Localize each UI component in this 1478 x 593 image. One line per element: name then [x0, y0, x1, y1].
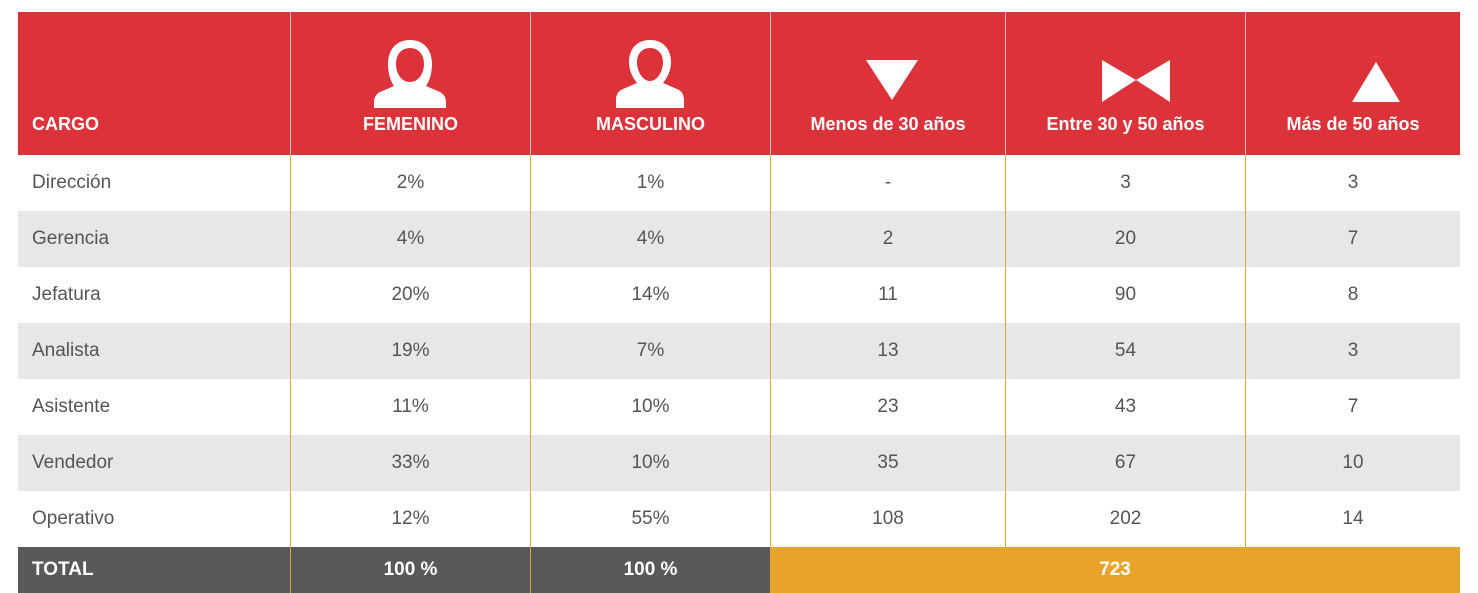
total-cell: TOTAL [18, 547, 290, 593]
body-cell: Asistente [18, 379, 290, 435]
body-cell: 35 [770, 435, 1005, 491]
body-cell: Analista [18, 323, 290, 379]
body-cell: 2 [770, 211, 1005, 267]
body-cell: 33% [290, 435, 530, 491]
body-cell: 54 [1005, 323, 1245, 379]
header-cell: MASCULINO [530, 12, 770, 155]
body-cell: 43 [1005, 379, 1245, 435]
body-cell: 3 [1245, 155, 1460, 211]
body-cell: 8 [1245, 267, 1460, 323]
body-cell: 67 [1005, 435, 1245, 491]
body-cell: 11 [770, 267, 1005, 323]
body-cell: 14% [530, 267, 770, 323]
body-cell: 7 [1245, 211, 1460, 267]
header-cell: Menos de 30 años [770, 12, 1005, 155]
body-cell: 14 [1245, 491, 1460, 547]
body-cell: 23 [770, 379, 1005, 435]
body-cell: 13 [770, 323, 1005, 379]
body-cell: - [770, 155, 1005, 211]
body-cell: Operativo [18, 491, 290, 547]
body-cell: 202 [1005, 491, 1245, 547]
body-cell: 20 [1005, 211, 1245, 267]
body-cell: 90 [1005, 267, 1245, 323]
body-cell: 19% [290, 323, 530, 379]
header-cell: Entre 30 y 50 años [1005, 12, 1245, 155]
body-cell: 1% [530, 155, 770, 211]
body-cell: 3 [1245, 323, 1460, 379]
body-cell: 4% [530, 211, 770, 267]
body-cell: 11% [290, 379, 530, 435]
total-cell: 100 % [530, 547, 770, 593]
body-cell: 10 [1245, 435, 1460, 491]
header-cell: FEMENINO [290, 12, 530, 155]
body-cell: Gerencia [18, 211, 290, 267]
body-cell: 55% [530, 491, 770, 547]
body-cell: Vendedor [18, 435, 290, 491]
total-cell: 723 [770, 547, 1460, 593]
body-cell: 10% [530, 379, 770, 435]
body-cell: 108 [770, 491, 1005, 547]
body-cell: 7 [1245, 379, 1460, 435]
body-cell: Jefatura [18, 267, 290, 323]
body-cell: 7% [530, 323, 770, 379]
body-cell: 3 [1005, 155, 1245, 211]
body-cell: 10% [530, 435, 770, 491]
header-cell: Más de 50 años [1245, 12, 1460, 155]
body-cell: Dirección [18, 155, 290, 211]
body-cell: 2% [290, 155, 530, 211]
header-cell: CARGO [18, 12, 290, 155]
body-cell: 12% [290, 491, 530, 547]
body-cell: 4% [290, 211, 530, 267]
total-cell: 100 % [290, 547, 530, 593]
body-cell: 20% [290, 267, 530, 323]
